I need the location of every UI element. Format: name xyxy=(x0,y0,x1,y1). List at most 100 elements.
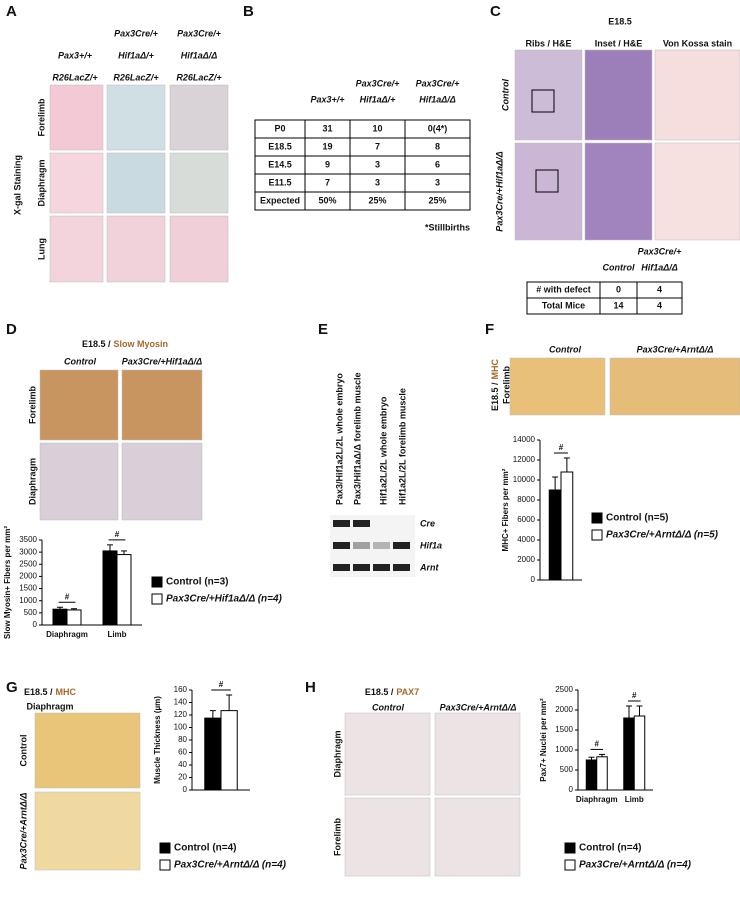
table-cell: 3 xyxy=(375,159,380,169)
table-header: Control xyxy=(603,262,635,272)
micrograph xyxy=(344,797,431,877)
bar xyxy=(560,471,574,581)
panel-title: E18.5 /Slow Myosin xyxy=(82,339,168,349)
gel-band xyxy=(393,564,410,571)
column-header: Hif1aΔ/+ xyxy=(118,50,155,60)
table-header: Pax3+/+ xyxy=(310,94,345,104)
y-tick-label: 14000 xyxy=(513,435,536,444)
legend-swatch xyxy=(159,859,171,871)
y-tick-label: 500 xyxy=(24,608,38,617)
legend-label: Pax3Cre/+Hif1aΔ/Δ (n=4) xyxy=(166,594,283,605)
y-tick-label: 140 xyxy=(174,698,188,707)
stain-label: X-gal Staining xyxy=(12,155,22,215)
table-cell: # with defect xyxy=(536,284,591,294)
y-tick-label: 10000 xyxy=(513,475,536,484)
table-border xyxy=(254,119,471,211)
micrograph xyxy=(169,215,229,283)
panel-letter: E xyxy=(318,321,328,338)
y-tick-label: 80 xyxy=(178,735,187,744)
micrograph xyxy=(106,215,166,283)
panel-letter: H xyxy=(305,679,316,696)
y-tick-label: 3500 xyxy=(19,535,37,544)
micrograph xyxy=(39,442,119,521)
micrograph xyxy=(344,712,431,796)
table-cell: 50% xyxy=(318,195,336,205)
row-label: Pax3Cre/+ArntΔ/Δ xyxy=(18,793,28,870)
gel-band xyxy=(333,564,350,571)
legend-label: Control (n=3) xyxy=(166,577,229,588)
column-header: Control xyxy=(549,344,581,354)
micrograph xyxy=(106,152,166,214)
y-axis-label: Muscle Thickness (µm) xyxy=(153,696,162,784)
legend-label: Control (n=4) xyxy=(174,843,237,854)
title-part: PAX7 xyxy=(396,687,419,697)
micrograph xyxy=(434,797,521,877)
table-cell: 25% xyxy=(428,195,446,205)
row-label: Diaphragm xyxy=(332,730,342,777)
micrograph xyxy=(654,49,740,141)
table-cell: 3 xyxy=(435,177,440,187)
bar xyxy=(102,550,118,626)
x-tick-label: Limb xyxy=(107,630,126,639)
panel-subtitle: Diaphragm xyxy=(26,701,73,711)
table-cell: 31 xyxy=(322,123,332,133)
table-header: Pax3Cre/+ xyxy=(638,246,683,256)
table-cell: 0(4*) xyxy=(428,123,448,133)
table-header: Hif1aΔ/Δ xyxy=(419,94,456,104)
y-tick-label: 2000 xyxy=(517,555,535,564)
legend-label: Control (n=5) xyxy=(606,513,669,524)
row-label: Diaphragm xyxy=(27,458,37,505)
inset-box xyxy=(531,89,555,113)
annotation: # xyxy=(595,740,600,749)
bar xyxy=(66,609,82,626)
table-cell: 25% xyxy=(368,195,386,205)
legend-swatch xyxy=(151,593,163,605)
panel-letter: C xyxy=(490,3,501,20)
column-header: Ribs / H&E xyxy=(525,38,571,48)
y-tick-label: 0 xyxy=(569,785,574,794)
table-cell: 4 xyxy=(657,300,662,310)
annotation: # xyxy=(559,443,564,452)
y-axis-label: MHC+ Fibers per mm² xyxy=(501,468,510,551)
bar xyxy=(204,717,222,791)
micrograph xyxy=(39,369,119,441)
table-cell: E11.5 xyxy=(268,177,291,187)
column-header: R26LacZ/+ xyxy=(113,72,159,82)
table-header: Hif1aΔ/+ xyxy=(360,94,397,104)
y-tick-label: 20 xyxy=(178,773,187,782)
row-label: Forelimb xyxy=(36,98,46,137)
row-label: Forelimb xyxy=(501,366,511,405)
gel-band xyxy=(393,542,410,549)
lane-label: Pax3/Hif1aΔ/Δ forelimb muscle xyxy=(352,373,362,506)
legend-label: Control (n=4) xyxy=(579,843,642,854)
gel-band xyxy=(373,542,390,549)
inset-box xyxy=(535,169,559,193)
legend-swatch xyxy=(564,842,576,854)
micrograph xyxy=(434,712,521,796)
y-tick-label: 120 xyxy=(174,710,188,719)
column-header: R26LacZ/+ xyxy=(176,72,222,82)
title-part: E18.5 / xyxy=(490,382,500,411)
micrograph xyxy=(34,712,141,789)
panel-title: E18.5 /MHC xyxy=(24,687,77,697)
y-tick-label: 1500 xyxy=(555,725,573,734)
x-tick-label: Limb xyxy=(625,795,644,804)
lane-label: Pax3/Hif1a2L/2L whole embryo xyxy=(334,373,344,505)
band-label: Arnt xyxy=(419,562,439,572)
gel-band xyxy=(353,542,370,549)
gel-band xyxy=(353,520,370,527)
panel-title: E18.5 xyxy=(608,16,632,26)
y-tick-label: 1500 xyxy=(19,584,37,593)
micrograph xyxy=(34,791,141,871)
title-part: E18.5 / xyxy=(365,687,394,697)
legend-label: Pax3Cre/+ArntΔ/Δ (n=5) xyxy=(606,530,719,541)
row-label: Forelimb xyxy=(332,818,342,857)
y-tick-label: 1000 xyxy=(555,745,573,754)
table-cell: 6 xyxy=(435,159,440,169)
y-tick-label: 100 xyxy=(174,723,188,732)
y-tick-label: 60 xyxy=(178,748,187,757)
micrograph xyxy=(49,152,104,214)
gel-band xyxy=(353,564,370,571)
table-cell: P0 xyxy=(274,123,285,133)
